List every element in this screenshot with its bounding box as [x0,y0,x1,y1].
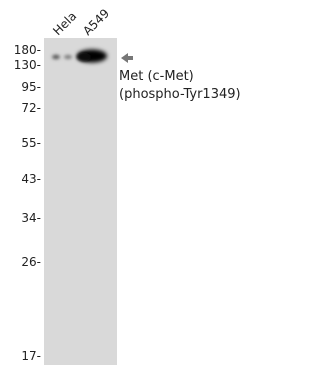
marker-label: 43- [21,172,41,186]
marker-label: 34- [21,211,41,225]
marker-label: 55- [21,136,41,150]
band-faint [64,55,72,59]
annotation-line2: (phospho-Tyr1349) [119,87,241,102]
band-hela [52,55,60,59]
lane-label: A549 [80,6,112,38]
annotation-line1: Met (c-Met) [119,69,194,84]
lane-label: Hela [50,9,79,38]
membrane [44,38,117,365]
marker-label: 72- [21,101,41,115]
marker-label: 95- [21,80,41,94]
marker-label: 26- [21,255,41,269]
marker-label: 180- [14,43,41,57]
band-a549-left [77,53,91,61]
arrow [121,53,133,63]
marker-label: 130- [14,58,41,72]
marker-label: 17- [21,349,41,363]
